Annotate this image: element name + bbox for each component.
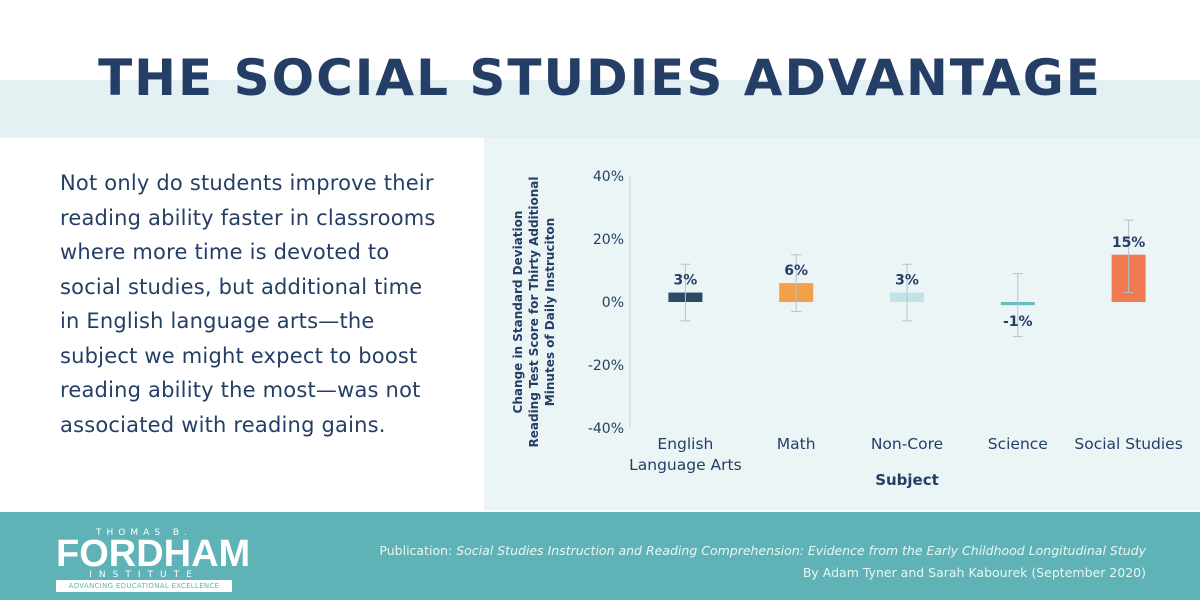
y-tick-label: -20% (588, 358, 624, 374)
intro-line: social studies, but additional time (60, 274, 423, 299)
logo-tagline: ADVANCING EDUCATIONAL EXCELLENCE (56, 580, 232, 592)
chart-panel: 40% 20% 0% -20% -40% Change in Standard Devia… (484, 138, 1200, 510)
intro-line: subject we might expect to boost (60, 343, 418, 368)
publication-credit: Publication: Social Studies Instruction … (379, 540, 1146, 584)
x-axis-title: Subject (875, 471, 939, 489)
bar-chart: 40% 20% 0% -20% -40% Change in Standard Devia… (511, 169, 1183, 489)
x-tick-label: Language Arts (629, 456, 742, 474)
y-tick-label: 0% (602, 295, 624, 311)
x-tick-label: Non-Core (871, 435, 943, 453)
page-title: THE SOCIAL STUDIES ADVANTAGE (98, 49, 1102, 107)
fordham-logo: THOMAS B. FORDHAM INSTITUTE ADVANCING ED… (56, 528, 251, 592)
y-axis-title-line: Reading Test Score for Thirty Additional (527, 177, 541, 448)
bar-value-label: 15% (1112, 235, 1146, 251)
intro-line: reading ability faster in classrooms (60, 205, 436, 230)
bar-value-label: 3% (674, 273, 698, 289)
publication-line: Publication: Social Studies Instruction … (379, 540, 1146, 562)
intro-line: where more time is devoted to (60, 240, 390, 264)
title-band (0, 80, 1200, 138)
y-tick-label: -40% (588, 421, 624, 437)
publication-title: Social Studies Instruction and Reading C… (456, 543, 1146, 558)
bar-value-label: 3% (895, 273, 919, 289)
y-tick-label: 40% (593, 169, 624, 185)
intro-paragraph: Not only do students improve their readi… (60, 166, 460, 442)
x-tick-label: English (657, 435, 713, 453)
y-axis-title-line: Minutes of Daily Instruciton (543, 218, 557, 406)
intro-line: in English language arts—the (60, 309, 375, 333)
bar-value-label: -1% (1003, 314, 1033, 330)
intro-line: reading ability the most—was not (60, 378, 421, 402)
publication-prefix: Publication: (379, 543, 457, 558)
x-tick-label: Science (988, 435, 1048, 453)
y-axis-title-line: Change in Standard Deviation (511, 211, 525, 414)
bar-value-label: 6% (784, 263, 808, 279)
byline: By Adam Tyner and Sarah Kabourek (Septem… (802, 565, 1146, 580)
logo-top-text: THOMAS B. (96, 528, 192, 538)
x-tick-label: Math (777, 435, 816, 453)
y-tick-label: 20% (593, 232, 624, 248)
logo-main-text: FORDHAM (56, 533, 251, 575)
intro-line: Not only do students improve their (60, 171, 434, 195)
intro-line: associated with reading gains. (60, 412, 386, 437)
x-tick-label: Social Studies (1074, 435, 1182, 453)
footer: THOMAS B. FORDHAM INSTITUTE ADVANCING ED… (0, 512, 1200, 600)
logo-sub-text: INSTITUTE (89, 570, 199, 580)
